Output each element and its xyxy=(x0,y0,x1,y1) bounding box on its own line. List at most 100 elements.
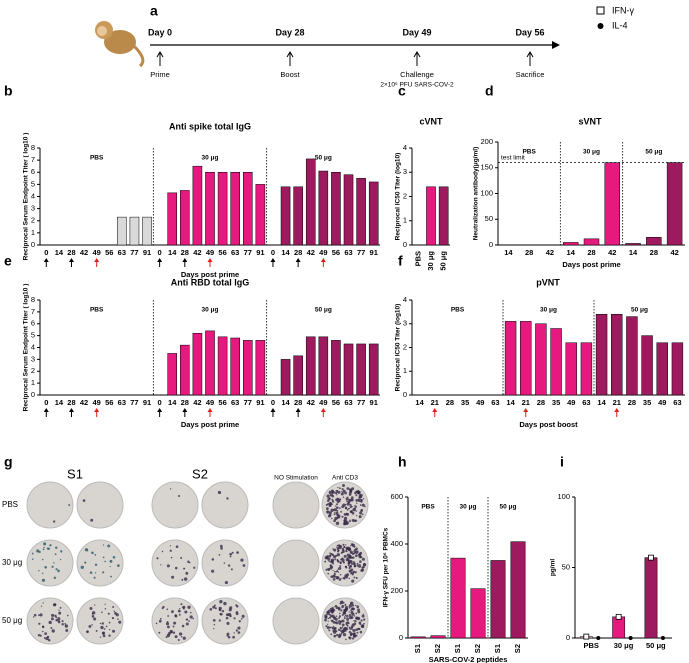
x-tick-label: 50 μg xyxy=(646,641,666,650)
spot xyxy=(224,580,228,585)
bar xyxy=(430,635,446,639)
spot xyxy=(189,611,192,614)
x-tick-label: 21 xyxy=(613,398,621,407)
spot xyxy=(328,490,332,494)
spot xyxy=(158,619,162,623)
spot xyxy=(91,624,93,626)
spot xyxy=(104,608,107,610)
spot xyxy=(94,572,97,574)
dose-arrowhead xyxy=(523,408,529,412)
spot xyxy=(211,558,215,561)
spot xyxy=(350,499,353,501)
x-tick-label: 21 xyxy=(431,398,439,407)
y-tick-label: 2 xyxy=(31,216,35,225)
y-axis-label: IFN-γ SFU per 10⁶ PBMCs xyxy=(383,527,390,607)
spot xyxy=(31,558,34,561)
y-tick-label: 3 xyxy=(31,204,35,213)
x-tick-label: 77 xyxy=(244,398,252,407)
bar xyxy=(595,314,608,396)
spot xyxy=(99,636,102,638)
spot xyxy=(327,617,330,620)
spot xyxy=(229,606,233,610)
well xyxy=(272,481,320,529)
spot xyxy=(212,619,216,622)
spot xyxy=(89,571,93,574)
y-tick-label: 5 xyxy=(31,179,35,188)
x-tick-label: 14 xyxy=(567,248,576,257)
group-label: 30 μg xyxy=(202,155,219,162)
spot xyxy=(31,552,34,555)
spot xyxy=(360,508,363,511)
spot xyxy=(188,620,190,622)
spot xyxy=(350,616,354,620)
y-tick-label: 0 xyxy=(31,390,35,399)
x-tick-label: 0 xyxy=(271,248,275,257)
spot xyxy=(348,561,350,563)
y-tick-label: 400 xyxy=(390,539,403,548)
column-header: S2 xyxy=(192,466,208,481)
spot xyxy=(354,571,357,574)
spot xyxy=(344,491,347,495)
spot xyxy=(349,503,352,506)
spot xyxy=(355,612,358,615)
spot xyxy=(325,507,329,510)
spot xyxy=(338,516,341,519)
spot xyxy=(57,569,60,573)
spot xyxy=(39,613,43,617)
spot xyxy=(330,633,333,636)
y-axis-label: Reciprocal IC50 Titer (log10) xyxy=(395,304,402,392)
x-tick-label: 14 xyxy=(415,398,424,407)
spot xyxy=(118,620,122,624)
spot xyxy=(217,490,222,495)
monkey-body xyxy=(104,30,136,54)
spot xyxy=(350,552,353,554)
x-tick-label: 91 xyxy=(256,248,264,257)
bar xyxy=(626,316,638,396)
bar xyxy=(520,321,532,396)
spot xyxy=(99,622,102,625)
spot xyxy=(347,496,349,498)
spot xyxy=(107,612,110,615)
spot xyxy=(342,543,345,546)
spot xyxy=(363,618,366,621)
x-tick-label: 14 xyxy=(281,248,290,257)
point xyxy=(660,636,665,640)
spot xyxy=(185,622,189,626)
x-tick-label: 49 xyxy=(206,248,214,257)
spot xyxy=(338,615,342,618)
spot xyxy=(349,520,351,523)
spot xyxy=(178,632,183,636)
spot xyxy=(334,505,337,507)
timeline-note: 2×10⁶ PFU SARS-COV-2 xyxy=(380,82,454,89)
spot xyxy=(101,631,105,635)
chart-title: pVNT xyxy=(536,277,560,287)
x-tick-label: 77 xyxy=(244,248,252,257)
spot xyxy=(341,547,345,551)
spot xyxy=(49,544,52,547)
legend-label: IFN-γ xyxy=(612,5,634,15)
bar xyxy=(255,340,266,396)
spot xyxy=(186,618,189,621)
x-tick-label: 63 xyxy=(582,398,590,407)
x-tick-label: PBS xyxy=(583,641,598,650)
spot xyxy=(338,633,342,637)
legend-marker xyxy=(596,6,605,15)
spot xyxy=(61,622,64,626)
spot xyxy=(355,576,358,580)
spot xyxy=(345,566,348,569)
x-tick-label: 0 xyxy=(44,248,48,257)
x-tick-label: 77 xyxy=(130,248,138,257)
spot xyxy=(169,549,172,552)
y-tick-label: 1 xyxy=(403,366,407,375)
x-tick-label: 0 xyxy=(271,398,275,407)
spot xyxy=(233,617,236,620)
spot xyxy=(357,608,360,612)
x-tick-label: 42 xyxy=(546,248,554,257)
spot xyxy=(329,613,331,616)
spot xyxy=(341,515,344,518)
bar xyxy=(230,337,240,396)
dose-arrowhead xyxy=(68,258,74,262)
spot xyxy=(336,494,338,496)
y-tick-label: 3 xyxy=(403,319,407,328)
spot xyxy=(347,562,351,565)
